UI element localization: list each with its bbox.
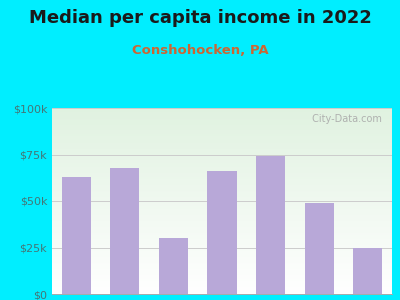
Text: City-Data.com: City-Data.com (309, 114, 382, 124)
Bar (62, 177, 91, 294)
Bar (159, 238, 188, 294)
Bar (256, 156, 285, 294)
Bar (304, 203, 334, 294)
Bar (208, 171, 236, 294)
Text: Median per capita income in 2022: Median per capita income in 2022 (28, 9, 372, 27)
Text: Conshohocken, PA: Conshohocken, PA (132, 44, 268, 56)
Bar (353, 248, 382, 294)
Bar (110, 167, 140, 294)
